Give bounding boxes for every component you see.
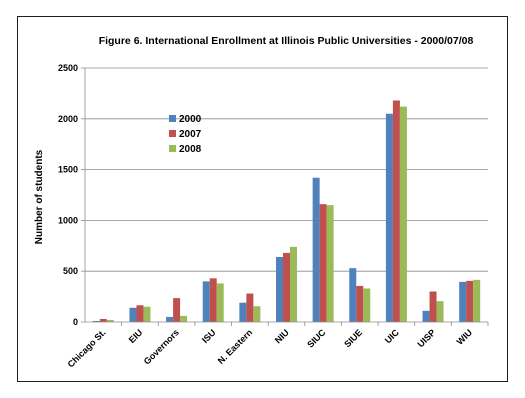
bar-2007-8 (392, 100, 400, 323)
bar-2008-6 (326, 205, 334, 322)
legend-label-2008: 2008 (179, 144, 202, 155)
x-tick-label: Chicago St. (66, 327, 108, 369)
x-tick-label: UIC (383, 327, 401, 345)
bar-2007-10 (466, 280, 474, 322)
chart-title: Figure 6. International Enrollment at Il… (99, 35, 474, 47)
bar-2008-0 (106, 319, 114, 322)
y-tick-label: 0 (73, 317, 78, 327)
y-tick-label: 1500 (58, 165, 78, 175)
legend-swatch-2007 (169, 130, 176, 137)
axes (84, 68, 489, 326)
gridlines (81, 67, 488, 323)
bar-2008-1 (143, 306, 151, 322)
bar-chart: Figure 6. International Enrollment at Il… (34, 35, 489, 369)
bar-2008-2 (180, 315, 188, 322)
bar-2008-5 (290, 246, 297, 322)
bar-2008-9 (436, 301, 444, 322)
y-tick-label: 2000 (58, 114, 78, 124)
bar-2000-5 (276, 256, 283, 322)
x-tick-label: N. Eastern (216, 327, 255, 366)
bar-2007-0 (99, 318, 107, 322)
bar-2007-6 (319, 204, 327, 322)
x-tick-label: Governors (142, 327, 181, 366)
y-tick-labels: 0 500 1000 1500 2000 2500 (58, 63, 78, 327)
x-tick-label: NIU (273, 327, 291, 345)
x-tick-label: EIU (127, 327, 145, 345)
legend-label-2007: 2007 (179, 129, 202, 140)
bar-2000-10 (459, 281, 467, 322)
y-tick-label: 2500 (58, 63, 78, 73)
y-axis-label: Number of students (34, 149, 45, 244)
x-tick-label: UISP (416, 327, 438, 349)
legend: 2000 2007 2008 (169, 114, 202, 155)
bars (92, 100, 481, 323)
bar-2000-3 (202, 281, 210, 322)
bar-2000-9 (422, 310, 430, 322)
bar-2008-8 (399, 106, 407, 322)
legend-label-2000: 2000 (179, 114, 202, 125)
legend-swatch-2000 (169, 115, 176, 122)
bar-2007-7 (356, 285, 364, 322)
bar-2000-6 (312, 177, 320, 322)
bar-2007-3 (209, 278, 217, 322)
bar-2000-2 (166, 316, 174, 322)
x-tick-label: ISU (200, 327, 218, 345)
bar-2007-5 (283, 252, 290, 322)
bar-2008-7 (363, 288, 371, 322)
bar-2000-8 (385, 113, 393, 322)
bar-2000-4 (239, 302, 247, 322)
bar-2007-4 (246, 293, 254, 322)
bar-2007-9 (429, 291, 437, 322)
bar-2000-0 (92, 320, 100, 322)
y-tick-label: 1000 (58, 215, 78, 225)
chart-frame: Figure 6. International Enrollment at Il… (17, 16, 508, 382)
bar-2007-1 (136, 305, 144, 322)
bar-2000-1 (129, 307, 137, 322)
x-tick-label: SIUE (342, 327, 364, 349)
bar-2008-4 (253, 306, 261, 322)
bar-2007-2 (173, 298, 181, 322)
bar-2008-10 (473, 279, 481, 322)
y-tick-label: 500 (63, 266, 78, 276)
x-tick-label: SIUC (305, 327, 328, 350)
bar-2000-7 (349, 268, 357, 322)
x-tick-label: WIU (455, 327, 474, 346)
legend-swatch-2008 (169, 145, 176, 152)
bar-2008-3 (216, 283, 224, 322)
